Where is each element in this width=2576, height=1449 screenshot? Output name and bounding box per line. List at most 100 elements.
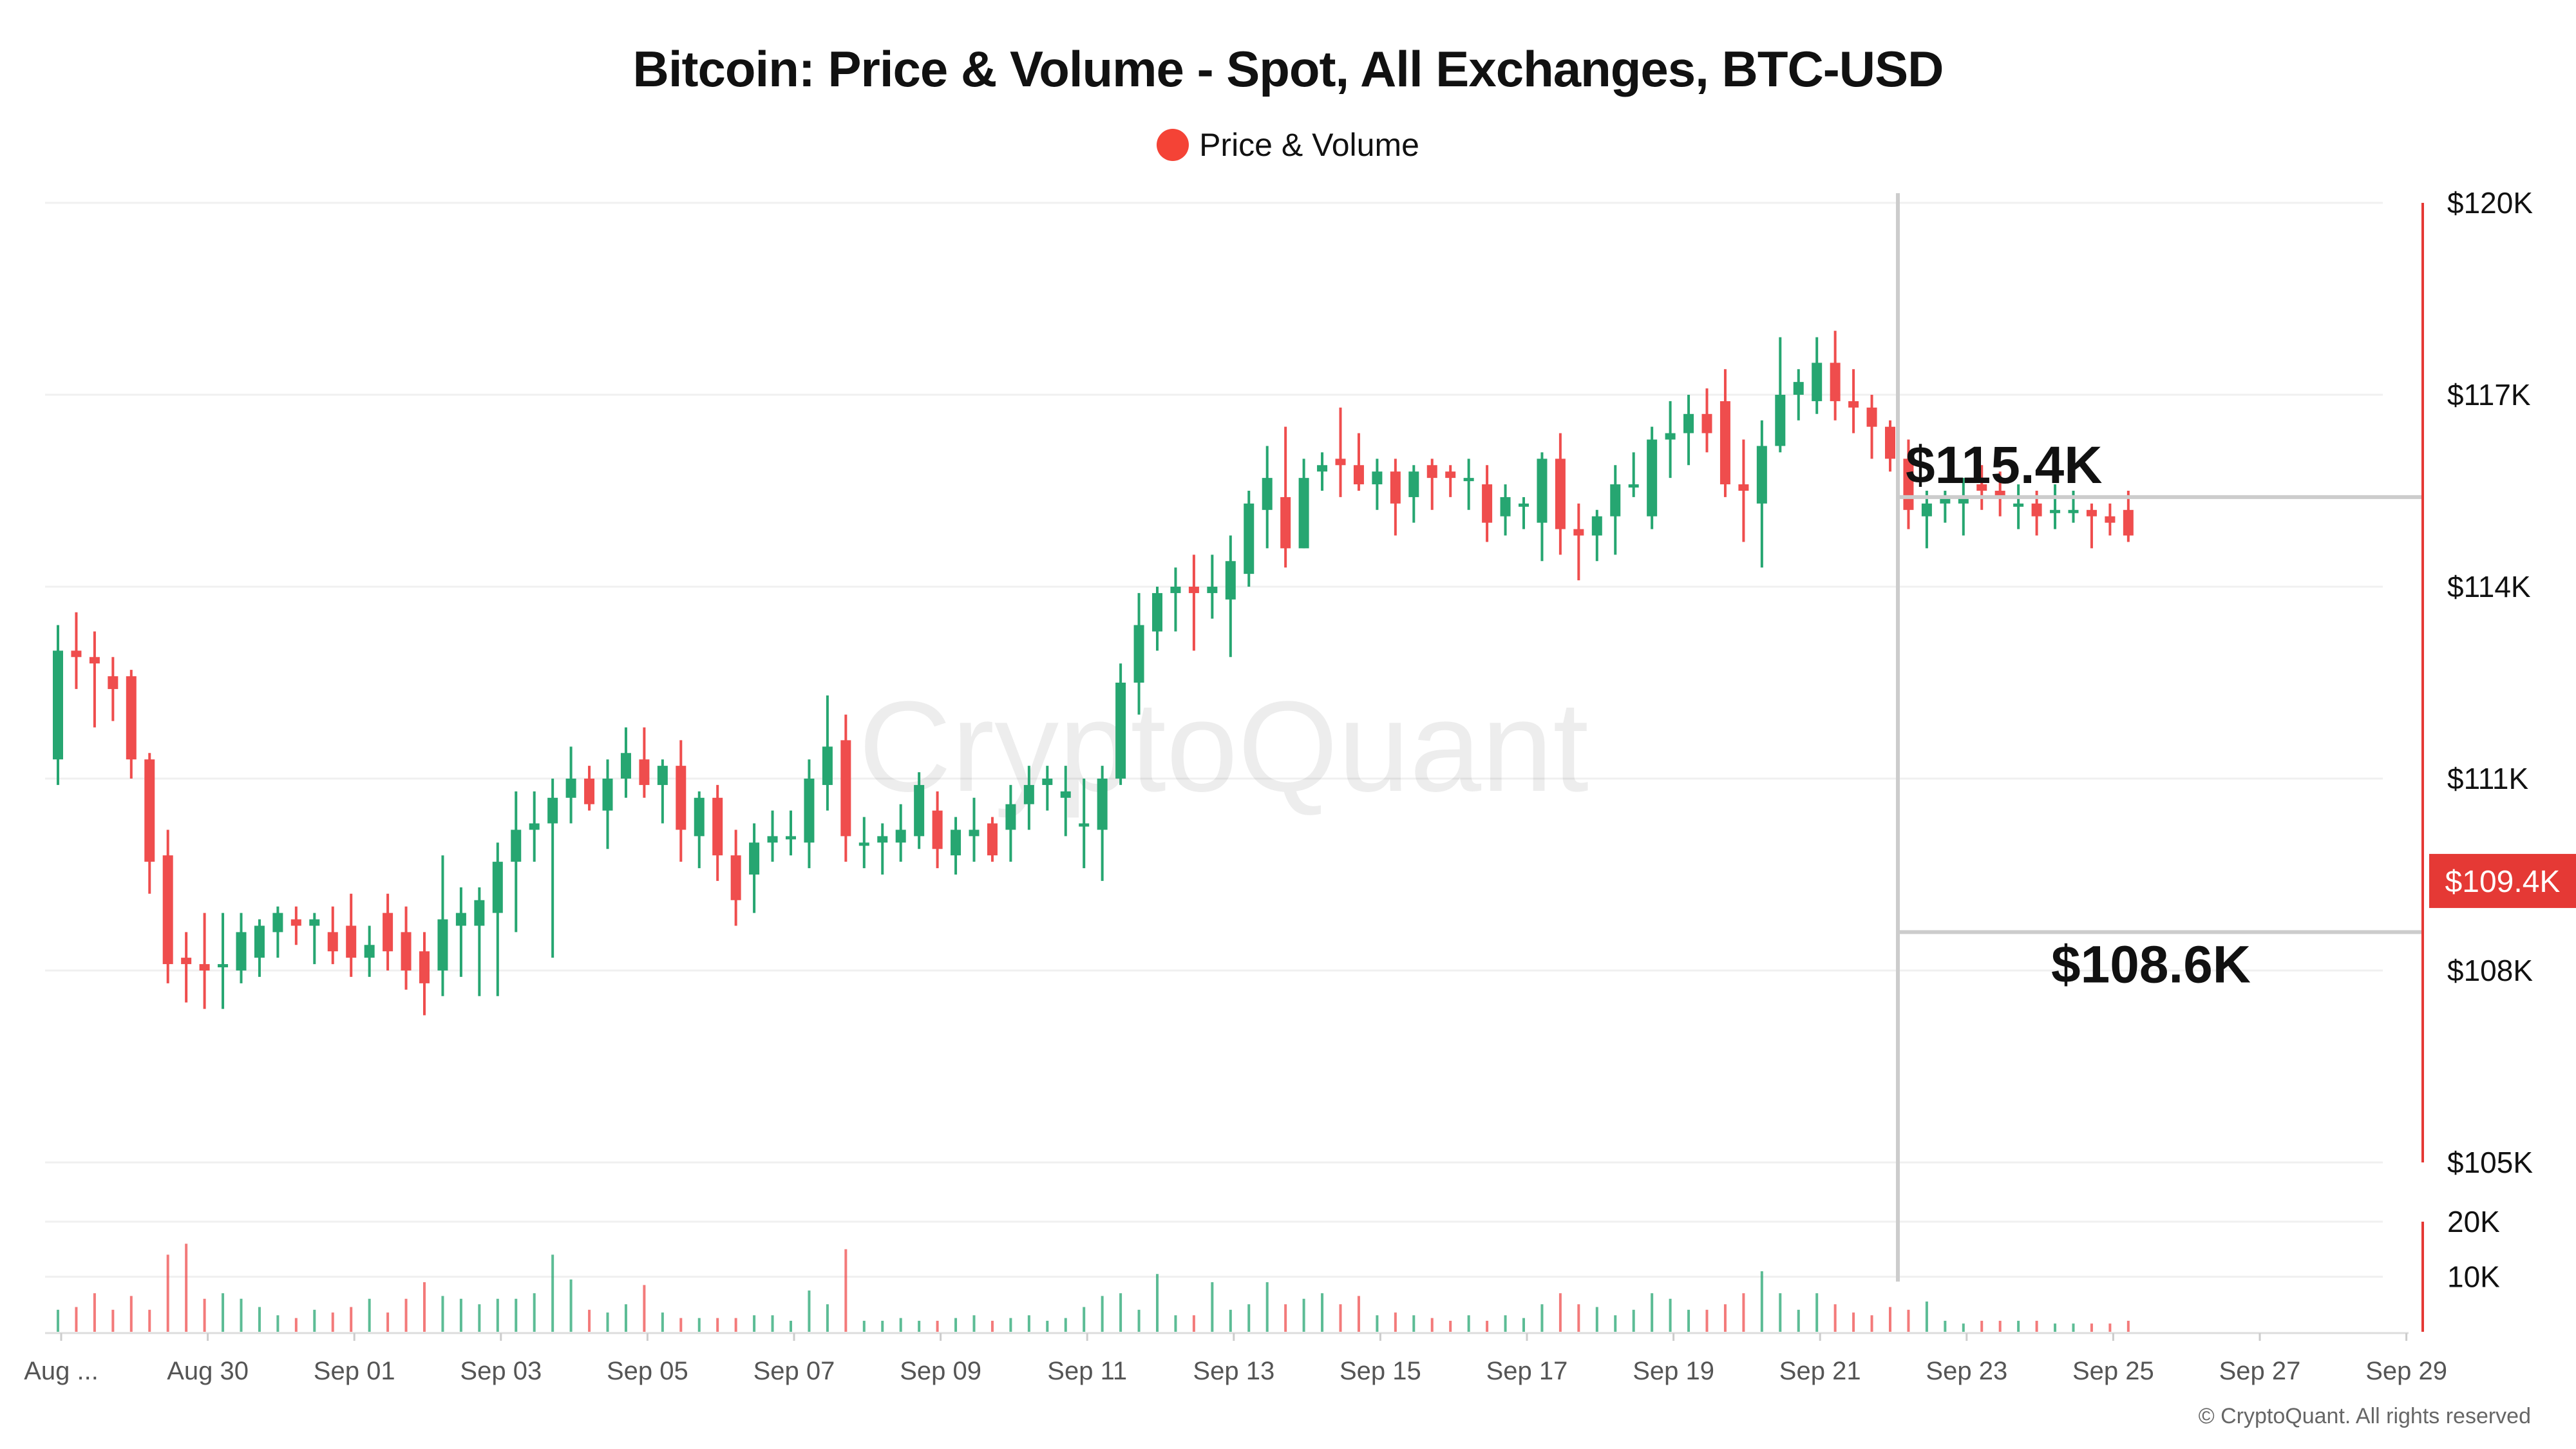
candle <box>236 913 247 983</box>
candle-body <box>1262 478 1273 510</box>
candle <box>1683 395 1694 466</box>
candle-body <box>1482 484 1493 523</box>
candle-body <box>1445 471 1456 478</box>
candle <box>1207 554 1218 619</box>
candle-body <box>162 855 173 965</box>
candle <box>455 887 466 977</box>
candle <box>969 797 980 862</box>
candle <box>1701 388 1712 453</box>
candle-body <box>1958 497 1969 504</box>
candle <box>602 759 613 849</box>
candle <box>290 906 301 945</box>
candle <box>1647 426 1658 529</box>
candle <box>858 817 869 869</box>
candle-body <box>1225 561 1236 600</box>
candle-body <box>2123 509 2134 536</box>
candle <box>1591 509 1602 562</box>
candle-body <box>327 932 338 952</box>
candle-body <box>932 810 943 849</box>
candle-body <box>877 836 888 843</box>
candle-body <box>1940 497 1951 504</box>
candle <box>1610 465 1621 555</box>
candle-body <box>1610 484 1621 516</box>
candle <box>895 804 906 862</box>
candle-body <box>126 676 137 760</box>
candle <box>1463 459 1474 510</box>
candle-body <box>71 650 82 658</box>
chart-title: Bitcoin: Price & Volume - Spot, All Exch… <box>632 41 1944 97</box>
candle-body <box>676 766 687 830</box>
volume-axis: 20K 10K <box>2421 1205 2500 1332</box>
candle <box>730 829 741 926</box>
candle-body <box>364 945 375 958</box>
candle <box>786 810 796 856</box>
candle-body <box>1647 439 1658 516</box>
candle <box>987 817 998 862</box>
candle-body <box>1426 465 1437 478</box>
candle <box>1756 420 1767 568</box>
copyright: © CryptoQuant. All rights reserved <box>2198 1404 2531 1428</box>
candle <box>327 906 338 965</box>
candle <box>1482 465 1493 542</box>
candle <box>364 925 375 977</box>
legend[interactable]: Price & Volume <box>0 126 2576 164</box>
candle <box>492 842 503 996</box>
x-tick-label: Sep 25 <box>2072 1357 2154 1385</box>
x-tick-label: Sep 17 <box>1486 1357 1568 1385</box>
candle <box>1390 459 1401 536</box>
candle-body <box>1390 471 1401 504</box>
candle-body <box>474 900 485 926</box>
candle <box>1298 459 1309 549</box>
candle-body <box>1573 529 1584 536</box>
candle <box>1555 433 1566 555</box>
candle-body <box>1519 503 1529 507</box>
candle-body <box>2050 509 2061 513</box>
candle-body <box>657 766 668 785</box>
candle <box>1994 471 2005 516</box>
candle-body <box>437 919 448 971</box>
candle-body <box>108 676 118 689</box>
candle <box>2013 484 2024 529</box>
candle-body <box>1298 478 1309 549</box>
candle-body <box>218 964 229 968</box>
legend-dot-icon <box>1157 129 1189 161</box>
candle-body <box>290 919 301 926</box>
candle-body <box>914 784 925 837</box>
x-tick-label: Sep 07 <box>753 1357 835 1385</box>
candle <box>694 791 705 869</box>
legend-label: Price & Volume <box>1199 127 1419 163</box>
candle <box>1426 459 1437 510</box>
candle-body <box>1207 587 1218 593</box>
annotation-label: $115.4K <box>1906 436 2103 495</box>
candle <box>1885 420 1895 472</box>
x-tick-label: Sep 03 <box>460 1357 542 1385</box>
watermark: CryptoQuant <box>858 675 1589 819</box>
time-axis: Aug ... Aug 30 Sep 01 Sep 03 Sep 05 Sep 07 Sep… <box>24 1333 2447 1385</box>
candle-body <box>89 657 100 664</box>
candle-body <box>1830 363 1841 401</box>
candle-body <box>419 951 430 983</box>
candle-body <box>620 753 631 779</box>
candle-body <box>1591 516 1602 536</box>
candle <box>951 817 961 875</box>
candle-body <box>1317 465 1328 472</box>
candle-body <box>1793 382 1804 395</box>
candle <box>1170 567 1181 632</box>
candle <box>1115 663 1126 785</box>
candle-body <box>1537 459 1548 523</box>
candle <box>547 779 558 958</box>
candle-body <box>144 759 155 862</box>
candle-body <box>181 958 192 965</box>
candle <box>1023 766 1034 830</box>
current-price-badge <box>2429 853 2576 908</box>
candle-body <box>492 862 503 913</box>
x-tick-label: Sep 29 <box>2365 1357 2447 1385</box>
candle <box>1775 337 1786 453</box>
volume-bars <box>57 1244 2130 1332</box>
candle <box>676 740 687 862</box>
candle <box>53 625 63 785</box>
candle <box>1353 433 1364 491</box>
candle-body <box>2105 516 2116 523</box>
candle-body <box>1885 426 1895 459</box>
